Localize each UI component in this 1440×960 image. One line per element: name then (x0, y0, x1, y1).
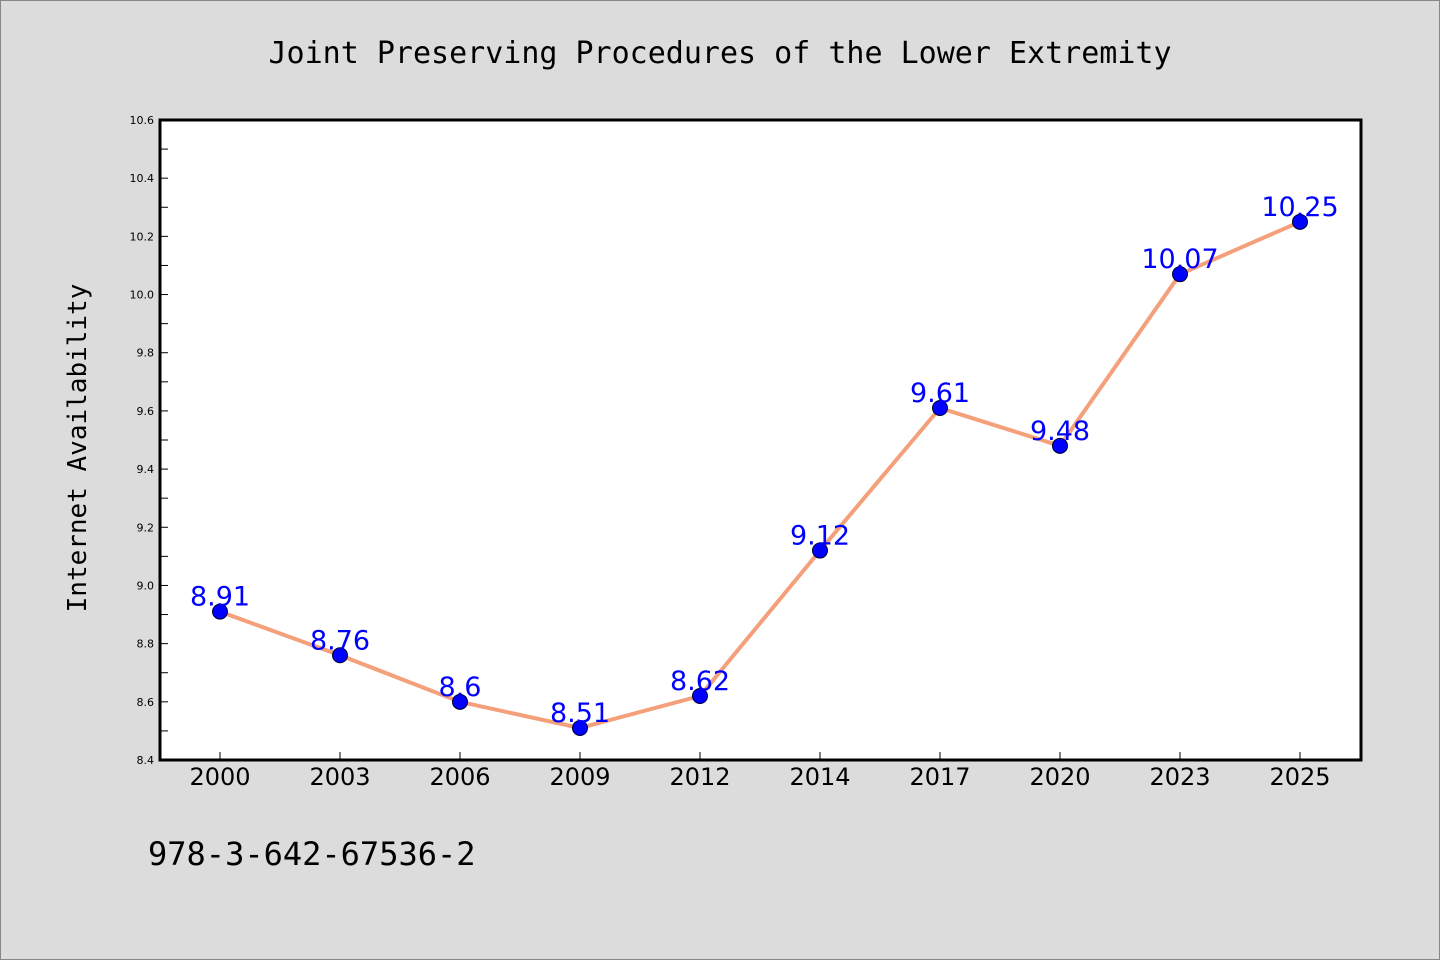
chart-title: Joint Preserving Procedures of the Lower… (268, 36, 1171, 71)
y-tick-label: 9.8 (137, 347, 155, 360)
x-tick-label: 2014 (789, 763, 850, 791)
data-label: 10.25 (1261, 192, 1338, 223)
y-tick-label: 9.6 (137, 405, 155, 418)
data-label: 8.91 (190, 582, 250, 613)
data-point (212, 603, 228, 620)
y-tick-label: 10.2 (130, 230, 155, 243)
data-labels: 8.91 8.76 8.6 8.51 8.62 9.12 9.61 9.48 10.07 10.2… (190, 192, 1339, 729)
data-point (1172, 266, 1188, 283)
x-axis: 2000 2003 2006 2009 2012 2014 2017 2020 2023 2025 (189, 752, 1331, 791)
footer-isbn: 978-3-642-67536-2 (148, 835, 476, 873)
data-point (932, 400, 948, 416)
y-tick-label: 8.8 (137, 638, 155, 651)
y-tick-label: 10.6 (130, 114, 155, 127)
data-label: 9.12 (790, 521, 850, 552)
x-tick-label: 2017 (909, 763, 970, 791)
x-tick-label: 2020 (1029, 763, 1090, 791)
series-markers (212, 213, 1308, 736)
y-axis-label: Internet Availability (63, 284, 93, 613)
data-label: 9.61 (910, 378, 970, 409)
series-line (219, 219, 1301, 730)
y-tick-label: 8.4 (137, 754, 155, 767)
data-label: 8.76 (310, 625, 370, 656)
data-point (572, 720, 588, 736)
data-label: 8.51 (550, 698, 610, 729)
y-tick-label: 9.4 (137, 463, 155, 476)
data-label: 8.6 (439, 672, 482, 703)
data-label: 10.07 (1141, 244, 1218, 275)
plot-area (158, 118, 1363, 762)
data-point (332, 647, 348, 664)
x-tick-label: 2025 (1269, 763, 1330, 791)
x-tick-label: 2003 (309, 763, 370, 791)
y-tick-label: 9.2 (137, 521, 155, 534)
y-tick-label: 10.4 (130, 172, 155, 185)
data-point (812, 542, 828, 559)
data-point (1052, 437, 1068, 454)
data-point (452, 693, 468, 710)
x-tick-label: 2000 (189, 763, 250, 791)
y-tick-label: 8.6 (137, 696, 155, 709)
x-tick-label: 2006 (429, 763, 490, 791)
data-label: 9.48 (1030, 416, 1090, 447)
data-point (1292, 213, 1308, 230)
x-tick-label: 2009 (549, 763, 610, 791)
data-label: 8.62 (670, 666, 730, 697)
x-tick-label: 2023 (1149, 763, 1210, 791)
y-tick-label: 10.0 (130, 289, 155, 302)
y-tick-label: 9.0 (137, 579, 155, 592)
x-tick-label: 2012 (669, 763, 730, 791)
data-point (692, 688, 708, 704)
y-axis: 8.4 8.6 8.8 9.0 9.2 9.4 9.6 9.8 10.0 10.2 10.4 10.6 (130, 114, 168, 767)
